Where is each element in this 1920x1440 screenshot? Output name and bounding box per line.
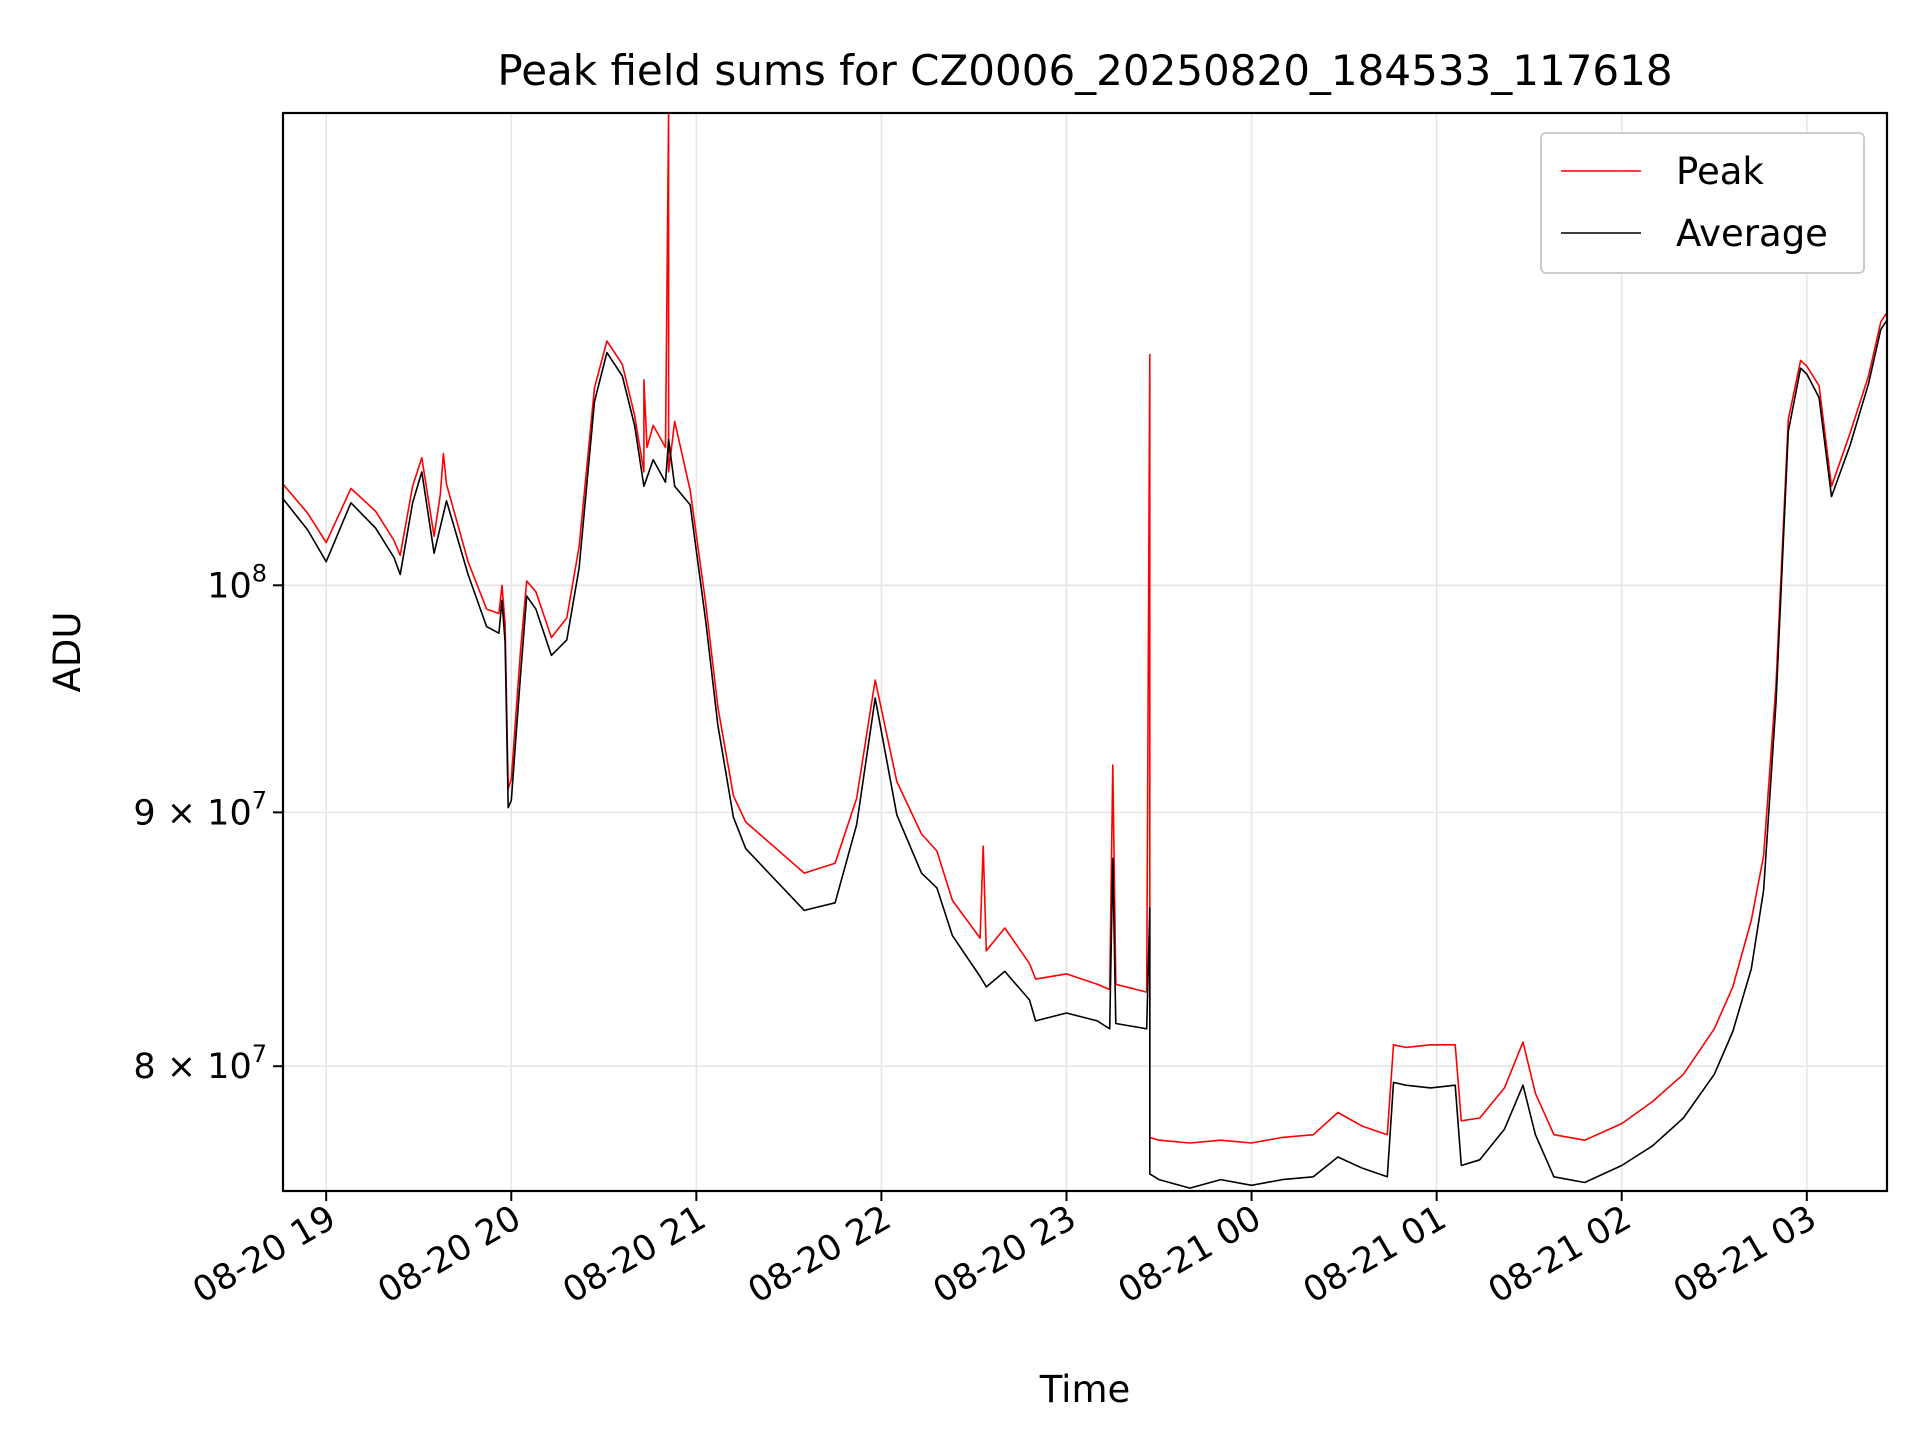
y-tick-label: 108	[207, 559, 267, 606]
y-axis-ticks: 8 × 107 9 × 107 108	[133, 559, 283, 1087]
legend: Peak Average	[1540, 132, 1865, 274]
y-tick-label: 8 × 107	[133, 1040, 267, 1087]
series-line-peak	[283, 113, 1887, 1144]
x-axis-label: Time	[1039, 1368, 1131, 1411]
y-axis-label: ADU	[46, 612, 89, 693]
y-tick-label: 9 × 107	[133, 786, 267, 833]
legend-label-peak: Peak	[1676, 150, 1764, 193]
grid	[283, 113, 1887, 1191]
legend-label-average: Average	[1676, 212, 1828, 255]
chart-title: Peak field sums for CZ0006_20250820_1845…	[497, 46, 1672, 95]
plot-area-frame	[281, 111, 1889, 1193]
legend-box	[1540, 132, 1865, 274]
series-layer	[283, 113, 1887, 1189]
series-line-average	[283, 319, 1887, 1189]
